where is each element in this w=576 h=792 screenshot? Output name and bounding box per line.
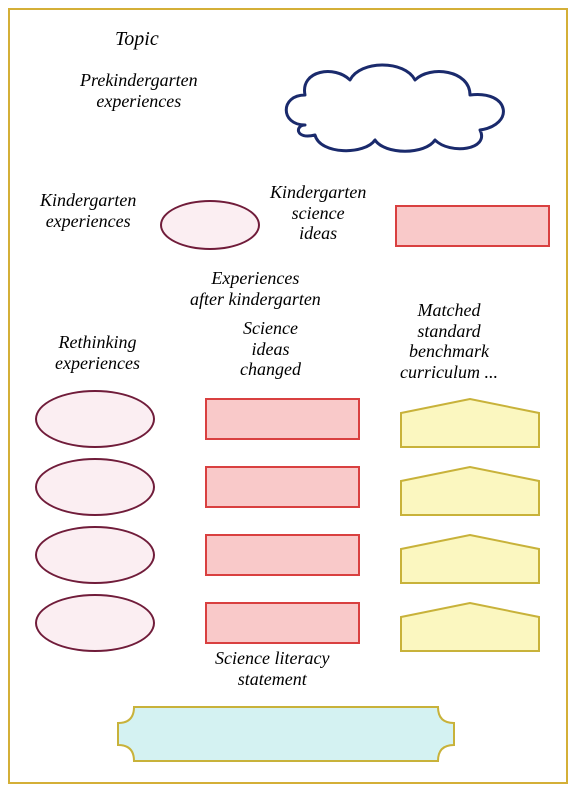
ellipse-kindergarten <box>160 200 260 250</box>
label-literacy: Science literacy statement <box>215 648 329 689</box>
label-science-ideas-changed: Science ideas changed <box>240 318 301 380</box>
label-rethinking: Rethinking experiences <box>55 332 140 373</box>
label-after-kindergarten: Experiences after kindergarten <box>190 268 321 309</box>
ellipse-row-4 <box>35 594 155 652</box>
rect-row-4 <box>205 602 360 644</box>
rect-kindergarten-science <box>395 205 550 247</box>
label-kindergarten-science-ideas: Kindergarten science ideas <box>270 182 366 244</box>
ellipse-row-1 <box>35 390 155 448</box>
label-topic: Topic <box>115 28 159 51</box>
rect-row-1 <box>205 398 360 440</box>
plaque-literacy <box>116 705 456 763</box>
label-prekindergarten: Prekindergarten experiences <box>80 70 198 111</box>
ellipse-row-3 <box>35 526 155 584</box>
ellipse-row-2 <box>35 458 155 516</box>
cloud-shape <box>275 55 520 155</box>
pentagon-row-3 <box>400 534 540 584</box>
rect-row-2 <box>205 466 360 508</box>
pentagon-row-4 <box>400 602 540 652</box>
pentagon-row-1 <box>400 398 540 448</box>
label-kindergarten-experiences: Kindergarten experiences <box>40 190 136 231</box>
rect-row-3 <box>205 534 360 576</box>
label-matched: Matched standard benchmark curriculum ..… <box>400 300 498 383</box>
pentagon-row-2 <box>400 466 540 516</box>
